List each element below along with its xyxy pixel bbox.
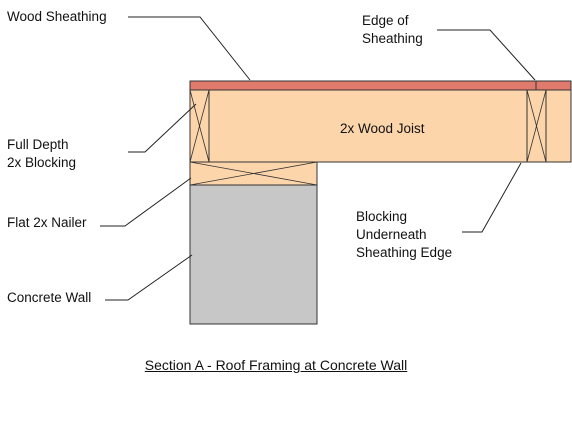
label-flat-nailer: Flat 2x Nailer [7,215,87,230]
label-blocking-underneath-line-2: Underneath [356,227,427,242]
section-caption: Section A - Roof Framing at Concrete Wal… [144,357,408,373]
leader-full-depth-blocking [128,103,197,153]
nailer-cross-line [189,161,318,186]
leader-concrete-wall [105,254,193,301]
label-concrete-wall: Concrete Wall [7,290,92,305]
leader-edge-of-sheathing [437,29,536,81]
blocking-cross-line [189,89,210,163]
label-blocking-underneath-line-3: Sheathing Edge [356,245,453,260]
label-full-depth-blocking-line-1: Full Depth [7,137,69,152]
label-wood-joist: 2x Wood Joist [340,121,425,136]
label-edge-of-sheathing-line-1: Edge of [362,13,409,28]
concrete-wall [189,184,318,325]
label-edge-of-sheathing: Edge of Sheathing [362,12,423,48]
label-edge-of-sheathing-line-2: Sheathing [362,31,423,46]
label-blocking-underneath: Blocking Underneath Sheathing Edge [356,208,452,262]
edge-blocking-cross-line [526,89,547,163]
label-wood-sheathing: Wood Sheathing [7,9,107,24]
leader-flat-nailer [100,177,192,227]
label-full-depth-blocking: Full Depth 2x Blocking [7,136,76,172]
label-full-depth-blocking-line-2: 2x Blocking [7,155,77,170]
label-blocking-underneath-line-1: Blocking [356,209,408,224]
leader-wood-sheathing [128,16,251,81]
wood-sheathing [189,80,572,91]
leader-blocking-underneath [462,162,522,233]
